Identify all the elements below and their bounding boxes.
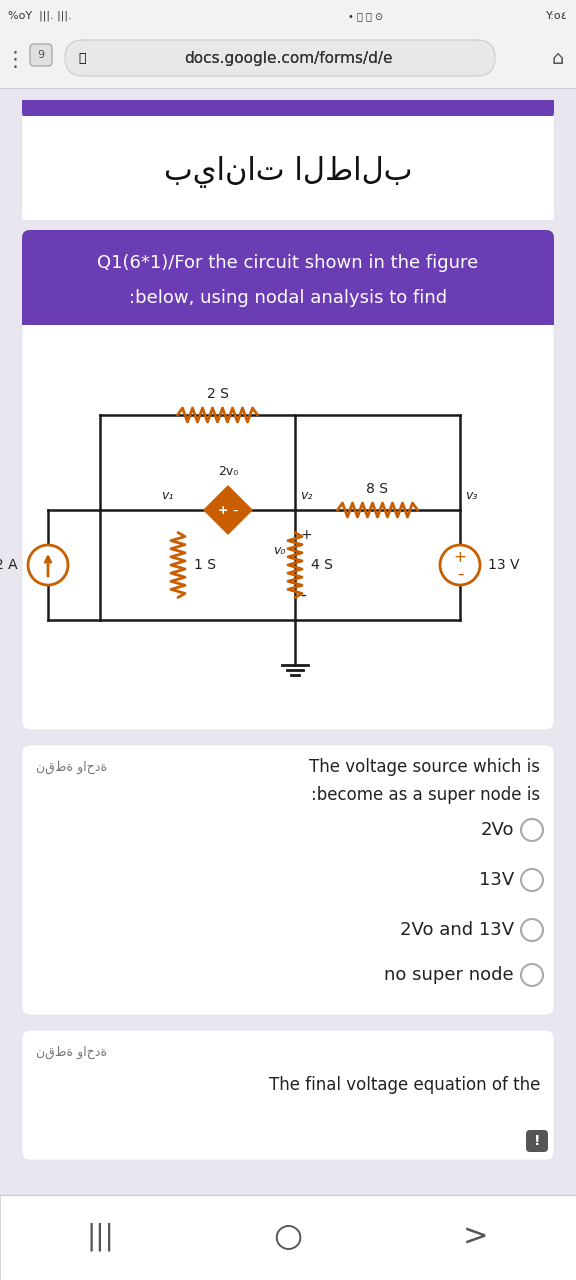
Circle shape — [521, 819, 543, 841]
FancyBboxPatch shape — [22, 230, 554, 730]
Text: +: + — [454, 550, 467, 566]
Text: -: - — [300, 586, 306, 604]
Text: +: + — [218, 503, 228, 517]
Text: The final voltage equation of the: The final voltage equation of the — [268, 1076, 540, 1094]
Text: docs.google.com/forms/d/e: docs.google.com/forms/d/e — [184, 50, 392, 65]
Bar — [0, 32, 576, 88]
Text: -: - — [457, 564, 463, 582]
Text: v₁: v₁ — [161, 489, 173, 502]
Circle shape — [28, 545, 68, 585]
Text: 4 S: 4 S — [311, 558, 333, 572]
Text: |||: ||| — [86, 1222, 114, 1252]
FancyBboxPatch shape — [22, 100, 554, 120]
Bar — [0, 1196, 576, 1280]
Text: ⌂: ⌂ — [552, 49, 564, 68]
Text: Y:o٤: Y:o٤ — [547, 12, 568, 20]
Bar — [0, 0, 576, 32]
Text: 🔒: 🔒 — [78, 51, 86, 64]
Text: :become as a super node is: :become as a super node is — [311, 786, 540, 804]
Text: Q1(6*1)/For the circuit shown in the figure: Q1(6*1)/For the circuit shown in the fig… — [97, 253, 479, 271]
Text: بيانات الطالب: بيانات الطالب — [164, 156, 412, 188]
FancyBboxPatch shape — [526, 1130, 548, 1152]
Text: :below, using nodal analysis to find: :below, using nodal analysis to find — [129, 289, 447, 307]
Bar — [22, 276, 554, 330]
Circle shape — [521, 869, 543, 891]
Text: 9: 9 — [37, 50, 44, 60]
FancyBboxPatch shape — [22, 100, 554, 220]
Text: %oY  |||. |||.: %oY |||. |||. — [8, 10, 71, 22]
Text: 2 S: 2 S — [207, 387, 229, 401]
Bar — [22, 325, 554, 330]
Text: 13 V: 13 V — [488, 558, 520, 572]
Text: 2 A: 2 A — [0, 558, 18, 572]
Text: docs.google.com/forms/d/e: docs.google.com/forms/d/e — [184, 50, 392, 65]
Text: !: ! — [534, 1134, 540, 1148]
FancyBboxPatch shape — [65, 40, 495, 76]
FancyBboxPatch shape — [22, 1030, 554, 1160]
Text: نقطة واحدة: نقطة واحدة — [36, 1046, 107, 1059]
Text: • ⬛ 🖼 ⊙: • ⬛ 🖼 ⊙ — [348, 12, 383, 20]
Text: v₃: v₃ — [465, 489, 478, 502]
FancyBboxPatch shape — [22, 230, 554, 325]
FancyBboxPatch shape — [22, 745, 554, 1015]
Text: 8 S: 8 S — [366, 483, 388, 495]
Circle shape — [440, 545, 480, 585]
Text: v₂: v₂ — [300, 489, 312, 502]
Bar — [22, 100, 554, 111]
Text: 2Vo: 2Vo — [480, 820, 514, 838]
Text: -: - — [232, 503, 238, 517]
Text: >: > — [463, 1222, 489, 1252]
Text: نقطة واحدة: نقطة واحدة — [36, 760, 107, 773]
Text: ⋮: ⋮ — [5, 50, 25, 70]
Text: 1 S: 1 S — [194, 558, 216, 572]
Text: 13V: 13V — [479, 870, 514, 890]
Polygon shape — [204, 486, 252, 534]
Text: 2v₀: 2v₀ — [218, 465, 238, 477]
Bar — [22, 116, 554, 220]
Text: ○: ○ — [274, 1221, 302, 1253]
Text: v₀: v₀ — [272, 544, 285, 557]
Text: +: + — [300, 527, 312, 541]
Circle shape — [521, 964, 543, 986]
FancyBboxPatch shape — [30, 44, 52, 67]
Text: no super node: no super node — [384, 966, 514, 984]
Text: 2Vo and 13V: 2Vo and 13V — [400, 922, 514, 940]
Circle shape — [521, 919, 543, 941]
Text: The voltage source which is: The voltage source which is — [309, 758, 540, 776]
